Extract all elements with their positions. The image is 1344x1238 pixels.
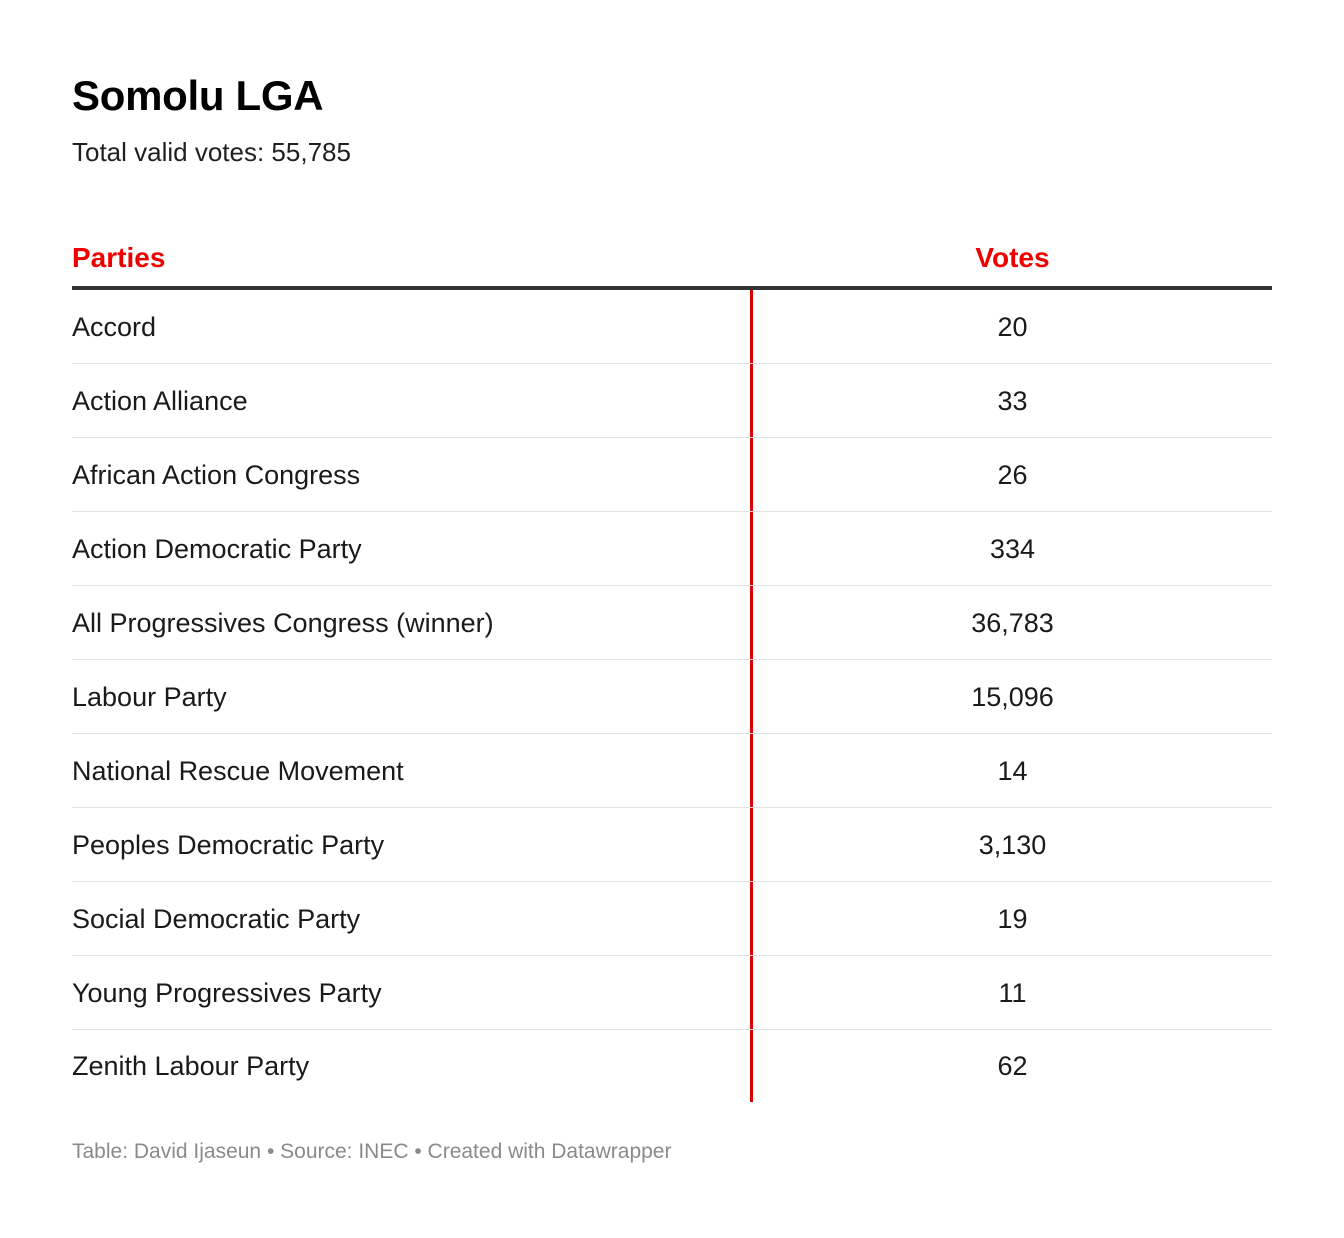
results-table: Parties Votes Accord 20 Action Alliance 33 A… — [72, 230, 1272, 1102]
page-subtitle: Total valid votes: 55,785 — [72, 137, 351, 167]
column-header-votes: Votes — [975, 242, 1050, 273]
votes-cell: 33 — [997, 385, 1028, 416]
votes-cell: 11 — [998, 977, 1027, 1008]
party-name-cell: Labour Party — [72, 660, 753, 733]
party-name-cell: Action Democratic Party — [72, 512, 753, 585]
table-row: African Action Congress 26 — [72, 438, 1272, 512]
party-name-cell: Action Alliance — [72, 364, 753, 437]
table-row: Action Alliance 33 — [72, 364, 1272, 438]
table-body: Accord 20 Action Alliance 33 African Action … — [72, 290, 1272, 1102]
table-row: Peoples Democratic Party 3,130 — [72, 808, 1272, 882]
table-row: All Progressives Congress (winner) 36,783 — [72, 586, 1272, 660]
party-name-cell: Social Democratic Party — [72, 882, 753, 955]
votes-cell: 36,783 — [971, 607, 1054, 638]
table-footer: Table: David Ijaseun • Source: INEC • Cr… — [72, 1140, 672, 1163]
table-container: Somolu LGA Total valid votes: 55,785 Par… — [72, 70, 1272, 1102]
table-row: Labour Party 15,096 — [72, 660, 1272, 734]
table-header: Parties Votes — [72, 230, 1272, 290]
votes-cell: 62 — [997, 1051, 1028, 1081]
table-row: Accord 20 — [72, 290, 1272, 364]
table-row: Young Progressives Party 11 — [72, 956, 1272, 1030]
table-row: Zenith Labour Party 62 — [72, 1030, 1272, 1102]
votes-cell: 3,130 — [978, 829, 1047, 860]
column-header-parties: Parties — [72, 242, 166, 273]
party-name-cell: Zenith Labour Party — [72, 1030, 753, 1102]
table-row: National Rescue Movement 14 — [72, 734, 1272, 808]
table-row: Social Democratic Party 19 — [72, 882, 1272, 956]
page-title: Somolu LGA — [72, 72, 324, 119]
party-name-cell: All Progressives Congress (winner) — [72, 586, 753, 659]
votes-cell: 26 — [997, 459, 1028, 490]
votes-cell: 20 — [997, 311, 1028, 342]
party-name-cell: Young Progressives Party — [72, 956, 753, 1029]
party-name-cell: Accord — [72, 290, 753, 363]
party-name-cell: African Action Congress — [72, 438, 753, 511]
party-name-cell: National Rescue Movement — [72, 734, 753, 807]
party-name-cell: Peoples Democratic Party — [72, 808, 753, 881]
votes-cell: 15,096 — [971, 681, 1054, 712]
votes-cell: 19 — [997, 903, 1028, 934]
votes-cell: 334 — [989, 533, 1036, 564]
votes-cell: 14 — [997, 755, 1028, 786]
table-row: Action Democratic Party 334 — [72, 512, 1272, 586]
